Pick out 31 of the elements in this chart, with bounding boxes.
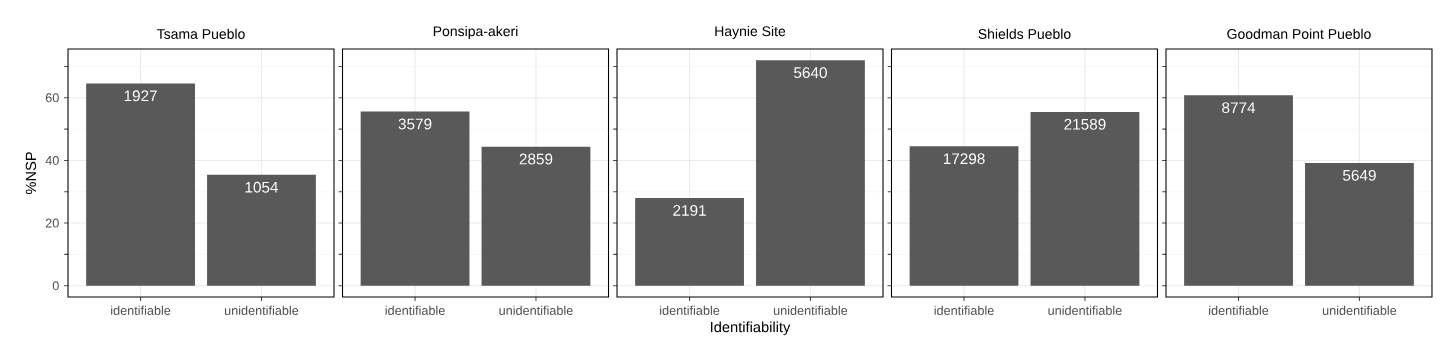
chart-title: Goodman Point Pueblo <box>1227 28 1371 39</box>
annotation: 1927 <box>124 90 157 102</box>
y-tick-label: 20 <box>45 218 59 228</box>
x-tick-label: unidentifiable <box>773 305 848 315</box>
x-tick-label: unidentifiable <box>224 305 299 315</box>
x-axis-title: Identifiability <box>711 321 791 336</box>
chart-title: Ponsipa-akeri <box>433 25 518 39</box>
chart-title: Haynie Site <box>715 25 786 39</box>
x-tick-label: identifiable <box>385 305 445 315</box>
annotation: 17298 <box>943 153 985 165</box>
annotation: 21589 <box>1064 118 1106 130</box>
annotation: 5640 <box>794 67 827 79</box>
x-tick-label: identifiable <box>111 305 171 315</box>
x-tick-label: unidentifiable <box>1048 305 1122 315</box>
chart-title: Tsama Pueblo <box>156 28 245 39</box>
annotation: 1054 <box>245 181 279 193</box>
annotation: 2191 <box>673 204 706 216</box>
y-tick-label: 60 <box>45 93 59 103</box>
x-tick-label: identifiable <box>660 305 720 315</box>
x-tick-label: identifiable <box>934 305 994 315</box>
annotation: 2859 <box>519 153 553 165</box>
y-axis-title: %NSP <box>25 152 37 195</box>
annotation: 8774 <box>1222 102 1256 114</box>
chart-title: Shields Pueblo <box>978 28 1071 39</box>
annotation: 5649 <box>1342 169 1376 181</box>
x-tick-label: identifiable <box>1209 305 1269 315</box>
y-tick-label: 40 <box>45 155 59 165</box>
y-tick-label: 0 <box>52 281 59 291</box>
x-tick-label: unidentifiable <box>499 305 573 315</box>
annotation: 3579 <box>398 118 432 130</box>
x-tick-label: unidentifiable <box>1322 305 1397 315</box>
